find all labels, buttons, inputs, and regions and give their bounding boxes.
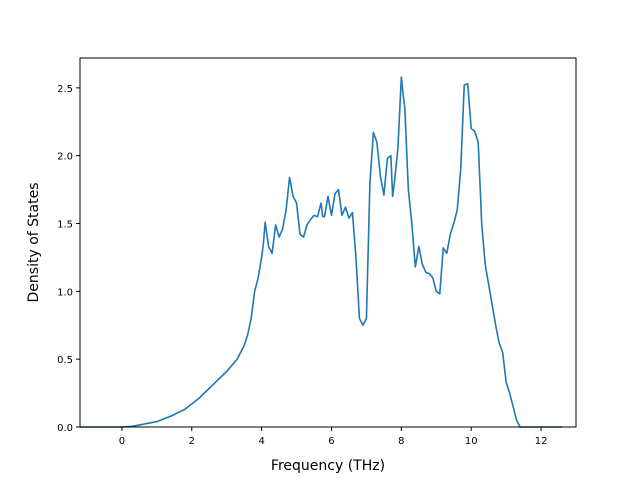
y-tick-label: 2.0 [57,152,73,163]
dos-series-line-0 [80,76,563,428]
x-tick-label: 10 [465,436,478,447]
plot-area [80,76,563,428]
y-tick-label: 1.5 [57,220,73,231]
y-axis-label: Density of States [26,183,42,303]
x-tick-label: 4 [258,436,264,447]
y-tick-label: 2.5 [57,84,73,95]
x-tick-label: 2 [189,436,195,447]
x-tick-label: 6 [328,436,334,447]
y-tick-label: 1.0 [57,287,73,298]
y-tick-label: 0.0 [57,423,73,434]
axis-ticks: 0 2 4 6 8 10 12 0.0 0.5 1.0 1.5 2.0 2.5 [57,84,547,447]
x-tick-label: 8 [398,436,404,447]
x-tick-label: 12 [535,436,548,447]
axes-frame [79,57,577,428]
x-axis-label: Frequency (THz) [271,458,385,474]
x-tick-label: 0 [119,436,125,447]
y-tick-label: 0.5 [57,355,73,366]
